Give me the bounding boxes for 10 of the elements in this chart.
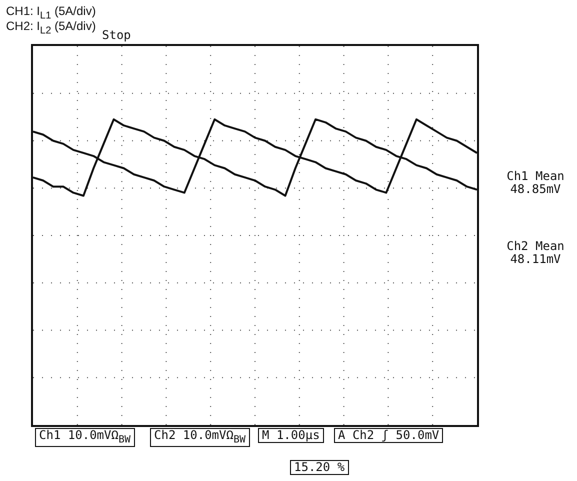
text: A Ch2 ʃ 50.0mV [334, 428, 444, 443]
text: 15.20 % [290, 460, 349, 475]
text: Ch2 10.0mVΩ$_{BW}$ [150, 428, 250, 448]
text: M 1.00µs [258, 428, 324, 443]
chart-subtitle: CH2: I$_{L2}$ (5A/div) [6, 19, 96, 38]
text: Ch1 Mean 48.85mV [506, 169, 566, 196]
text: Ch1 10.0mVΩ$_{BW}$ [35, 428, 135, 448]
text: Stop [102, 28, 131, 42]
chart-title: CH1: I$_{L1}$ (5A/div) [6, 4, 96, 22]
text: Ch2 Mean 48.11mV [506, 239, 566, 266]
